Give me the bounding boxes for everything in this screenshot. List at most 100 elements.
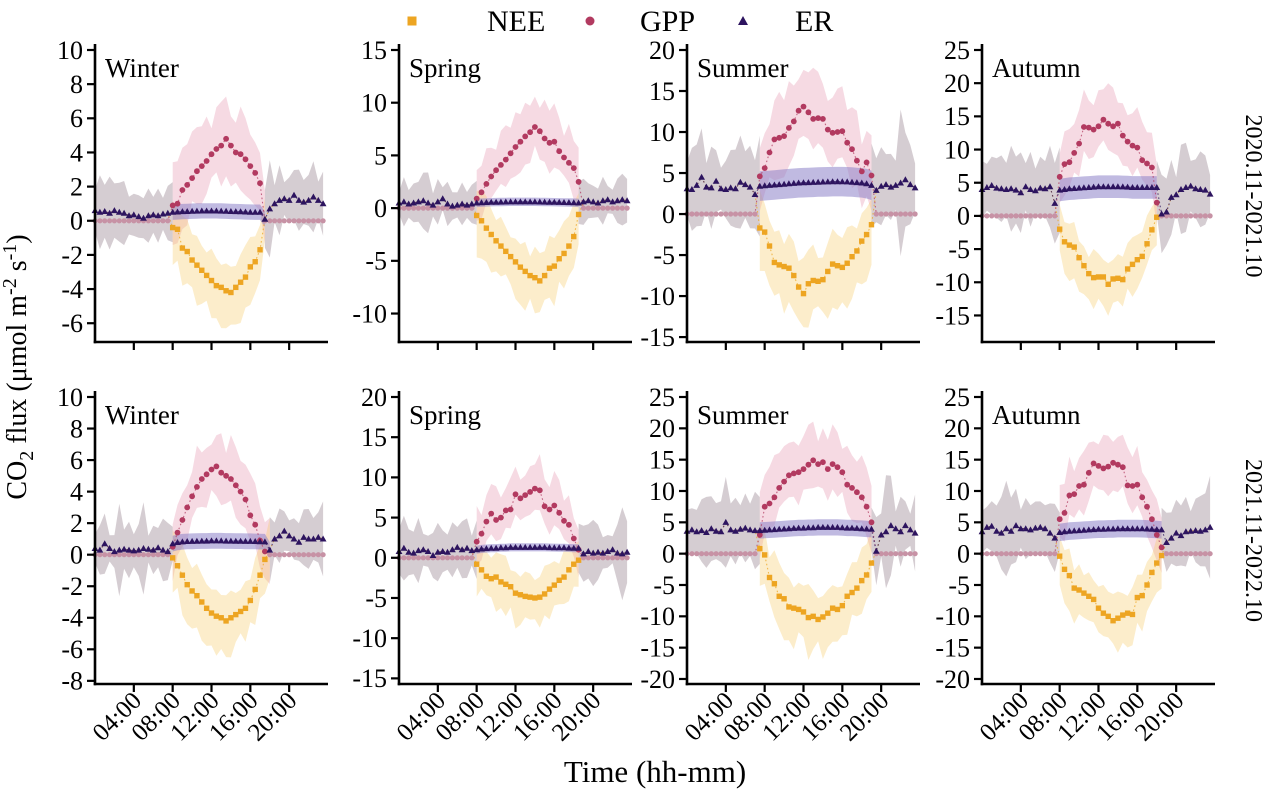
- gpp-marker: [747, 211, 753, 217]
- er-marker: [1163, 208, 1170, 215]
- er-marker: [521, 198, 529, 205]
- er-marker: [722, 186, 730, 192]
- nee-marker: [174, 563, 181, 569]
- y-tick-label: -6: [61, 309, 83, 338]
- y-tick-label: 15: [944, 102, 970, 131]
- nee-marker: [1066, 242, 1073, 248]
- er-marker: [314, 196, 322, 203]
- gpp-marker: [469, 205, 475, 211]
- er-marker: [295, 538, 303, 545]
- er-marker: [1143, 184, 1151, 190]
- y-tick-label: -5: [948, 235, 970, 264]
- er-marker: [906, 181, 914, 188]
- gpp-marker: [1129, 142, 1136, 149]
- gpp-marker: [517, 495, 524, 502]
- er-marker: [983, 184, 991, 190]
- er-marker: [213, 537, 220, 544]
- nee-marker: [771, 581, 778, 587]
- gpp-marker: [694, 211, 700, 217]
- er-marker: [1201, 186, 1209, 193]
- er-marker: [707, 525, 715, 532]
- gpp-marker: [320, 218, 326, 224]
- night-uncertainty-band: [871, 109, 916, 257]
- gpp-marker: [1076, 483, 1082, 489]
- er-marker: [732, 527, 739, 534]
- gpp-marker: [737, 211, 744, 217]
- er-marker: [295, 196, 303, 203]
- er-marker: [1032, 524, 1039, 531]
- er-marker: [164, 209, 172, 216]
- er-marker: [487, 198, 495, 205]
- nee-marker: [1090, 596, 1097, 603]
- er-marker: [848, 178, 856, 185]
- er-marker: [575, 544, 582, 551]
- er-marker: [761, 526, 769, 533]
- er-marker: [106, 209, 113, 216]
- nee-marker: [233, 611, 239, 618]
- er-marker: [868, 525, 875, 532]
- er-marker: [541, 198, 548, 205]
- gpp-marker: [498, 514, 504, 521]
- er-marker: [805, 524, 812, 531]
- gpp-marker: [169, 202, 176, 209]
- nee-marker: [761, 552, 768, 558]
- er-marker: [1201, 526, 1209, 533]
- er-marker: [911, 184, 919, 191]
- nee-marker: [1154, 214, 1160, 220]
- er-marker: [1182, 528, 1190, 535]
- nee-marker: [488, 231, 494, 238]
- gpp-marker: [488, 510, 495, 517]
- er-marker: [429, 552, 437, 558]
- gpp-marker: [1115, 120, 1121, 127]
- er-marker: [468, 200, 476, 207]
- nee-marker: [237, 279, 244, 285]
- gpp-marker: [868, 172, 875, 179]
- nee-marker: [169, 224, 176, 231]
- gpp-marker: [179, 517, 186, 523]
- nee-marker: [1149, 569, 1155, 576]
- gpp-marker: [595, 555, 601, 561]
- er-marker: [584, 197, 592, 204]
- nee-marker: [257, 247, 263, 253]
- er-marker: [266, 546, 274, 553]
- nee-marker: [512, 590, 519, 596]
- gpp-marker: [761, 503, 768, 510]
- er-marker: [145, 212, 152, 219]
- nee-marker: [556, 256, 562, 262]
- y-tick-label: -15: [640, 633, 675, 662]
- nee-marker: [1061, 566, 1068, 573]
- er-marker: [746, 526, 754, 533]
- y-tick-label: 15: [361, 36, 387, 65]
- gpp-marker: [1090, 126, 1097, 133]
- er-marker: [1177, 532, 1185, 539]
- gpp-marker: [595, 205, 601, 211]
- nee-marker: [566, 567, 572, 573]
- er-marker: [1017, 189, 1025, 196]
- nee-line: [398, 546, 628, 599]
- legend: NEE GPP ER: [407, 5, 833, 38]
- gpp-marker: [469, 555, 475, 561]
- er-marker: [1167, 193, 1175, 200]
- gpp-marker: [878, 551, 884, 557]
- er-marker: [756, 182, 764, 189]
- gpp-marker: [790, 470, 797, 477]
- gpp-marker: [1124, 138, 1131, 145]
- er-line: [94, 530, 324, 553]
- gpp-marker: [600, 205, 606, 211]
- er-marker: [771, 181, 778, 188]
- er-marker: [741, 524, 749, 531]
- er-marker: [848, 524, 856, 531]
- er-marker: [693, 181, 701, 188]
- er-marker: [868, 181, 875, 188]
- gpp-marker: [203, 471, 210, 478]
- er-marker: [310, 535, 317, 542]
- er-marker: [771, 526, 778, 533]
- gpp-marker: [1056, 516, 1063, 523]
- er-marker: [1114, 525, 1122, 532]
- nee-marker: [194, 592, 200, 599]
- gpp-marker: [1042, 213, 1048, 219]
- nee-marker: [242, 605, 249, 612]
- er-marker: [487, 544, 495, 551]
- nee-marker: [1134, 594, 1141, 601]
- nee-marker: [820, 276, 826, 283]
